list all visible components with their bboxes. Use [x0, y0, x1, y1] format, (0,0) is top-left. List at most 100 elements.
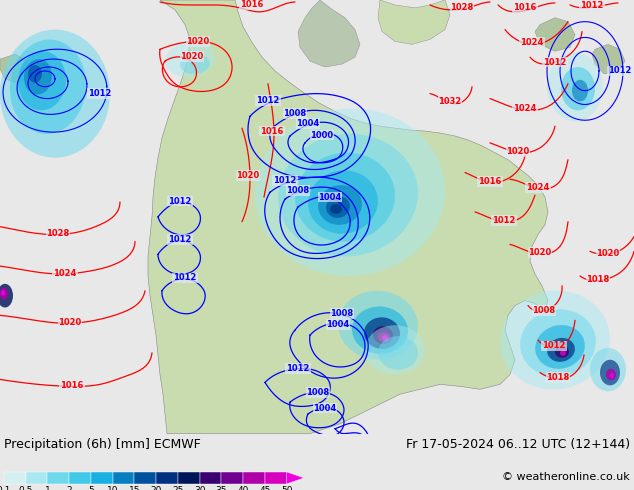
Bar: [178, 472, 200, 484]
Text: 1024: 1024: [526, 183, 550, 192]
Ellipse shape: [364, 318, 400, 349]
Ellipse shape: [308, 171, 378, 234]
Ellipse shape: [547, 52, 603, 121]
Ellipse shape: [555, 346, 569, 358]
Ellipse shape: [10, 40, 86, 134]
Bar: [91, 472, 113, 484]
Text: 1008: 1008: [306, 388, 330, 397]
Bar: [48, 472, 69, 484]
Text: 1028: 1028: [450, 3, 474, 12]
Bar: [4, 472, 26, 484]
Ellipse shape: [295, 152, 395, 242]
Bar: [69, 472, 91, 484]
Text: 1016: 1016: [60, 381, 84, 390]
Text: Precipitation (6h) [mm] ECMWF: Precipitation (6h) [mm] ECMWF: [4, 438, 201, 451]
Ellipse shape: [18, 51, 66, 110]
Text: 1012: 1012: [273, 176, 297, 185]
Text: 1012: 1012: [256, 96, 280, 105]
Text: 1016: 1016: [514, 3, 537, 12]
Text: 1012: 1012: [168, 196, 191, 206]
Text: 1024: 1024: [514, 104, 537, 113]
Ellipse shape: [318, 185, 362, 225]
Bar: [134, 472, 156, 484]
Text: 1004: 1004: [296, 119, 320, 128]
Text: 1012: 1012: [542, 342, 566, 350]
Bar: [265, 472, 287, 484]
Text: Fr 17-05-2024 06..12 UTC (12+144): Fr 17-05-2024 06..12 UTC (12+144): [406, 438, 630, 451]
Text: 1008: 1008: [533, 306, 555, 315]
Text: 1020: 1020: [507, 147, 529, 156]
Ellipse shape: [338, 291, 418, 360]
Text: 0.5: 0.5: [18, 486, 33, 490]
Text: 1012: 1012: [287, 364, 309, 373]
Ellipse shape: [180, 54, 210, 74]
Text: 25: 25: [172, 486, 184, 490]
Ellipse shape: [535, 325, 585, 369]
Ellipse shape: [600, 360, 620, 385]
Text: 1020: 1020: [58, 318, 82, 327]
Ellipse shape: [0, 29, 110, 158]
Ellipse shape: [590, 348, 626, 392]
Text: 1000: 1000: [311, 130, 333, 140]
Text: 1018: 1018: [586, 275, 610, 284]
Text: 15: 15: [129, 486, 140, 490]
Text: 1016: 1016: [478, 177, 501, 186]
Text: 5: 5: [88, 486, 94, 490]
Polygon shape: [287, 472, 304, 484]
Ellipse shape: [255, 108, 445, 276]
Text: 40: 40: [238, 486, 249, 490]
Bar: [243, 472, 265, 484]
Ellipse shape: [365, 325, 425, 374]
Ellipse shape: [0, 288, 8, 299]
Bar: [156, 472, 178, 484]
Polygon shape: [535, 18, 575, 51]
Text: 1012: 1012: [608, 67, 631, 75]
Text: 1004: 1004: [327, 320, 349, 329]
Ellipse shape: [24, 59, 52, 95]
Polygon shape: [0, 54, 30, 84]
Text: 20: 20: [150, 486, 162, 490]
Text: 1: 1: [44, 486, 50, 490]
Text: 1028: 1028: [46, 229, 70, 238]
Text: 1024: 1024: [53, 269, 77, 277]
Ellipse shape: [560, 350, 566, 356]
Text: 30: 30: [194, 486, 205, 490]
Text: 1020: 1020: [528, 248, 552, 257]
Ellipse shape: [520, 309, 596, 377]
Text: 0.1: 0.1: [0, 486, 11, 490]
Ellipse shape: [278, 134, 418, 256]
Ellipse shape: [1, 290, 5, 295]
Ellipse shape: [378, 336, 418, 369]
Text: 1004: 1004: [313, 404, 337, 413]
Text: 50: 50: [281, 486, 292, 490]
Text: 1012: 1012: [543, 58, 567, 67]
Ellipse shape: [606, 368, 616, 380]
Polygon shape: [148, 0, 548, 434]
Ellipse shape: [330, 204, 342, 214]
Ellipse shape: [382, 335, 388, 341]
Text: 45: 45: [259, 486, 271, 490]
Text: 1004: 1004: [318, 193, 342, 201]
Ellipse shape: [561, 67, 595, 110]
Text: 1024: 1024: [521, 38, 544, 47]
Ellipse shape: [0, 284, 13, 308]
Ellipse shape: [500, 291, 610, 390]
Text: 10: 10: [107, 486, 119, 490]
Text: 1012: 1012: [493, 216, 515, 225]
Text: 1018: 1018: [547, 373, 569, 382]
Ellipse shape: [373, 326, 393, 344]
Polygon shape: [298, 0, 360, 67]
Ellipse shape: [28, 65, 42, 83]
Text: 1008: 1008: [283, 109, 307, 118]
Text: © weatheronline.co.uk: © weatheronline.co.uk: [502, 472, 630, 482]
Ellipse shape: [378, 332, 390, 342]
Text: 2: 2: [67, 486, 72, 490]
Text: 1020: 1020: [597, 249, 619, 258]
Text: 1020: 1020: [181, 51, 204, 61]
Text: 1016: 1016: [261, 126, 283, 136]
Text: 1020: 1020: [236, 171, 260, 180]
Text: 1012: 1012: [580, 1, 604, 10]
Text: 1032: 1032: [438, 97, 462, 106]
Text: 1008: 1008: [287, 186, 309, 195]
Text: 1012: 1012: [173, 273, 197, 282]
